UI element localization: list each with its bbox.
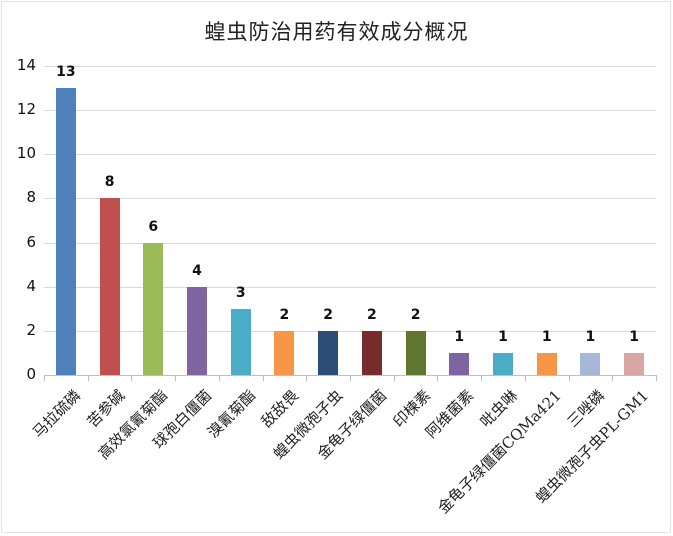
bar	[449, 352, 470, 375]
bar-value-label: 2	[279, 306, 290, 323]
bar	[493, 352, 513, 375]
bar-value-label: 1	[585, 328, 596, 345]
bar	[580, 352, 601, 375]
y-tick-label: 12	[16, 100, 36, 119]
x-tick-mark	[568, 375, 570, 381]
gridline	[44, 110, 656, 112]
x-tick-mark	[218, 375, 220, 381]
bar	[361, 330, 382, 375]
x-tick-mark	[350, 375, 351, 381]
plot-area: 13 8 6 4 3 2 2 2 2 1 1 1 1 1	[44, 64, 657, 381]
bar	[274, 330, 295, 375]
bar	[55, 88, 76, 375]
bar-value-label: 1	[498, 328, 508, 345]
x-tick-mark	[87, 375, 89, 381]
x-tick-mark	[437, 375, 439, 381]
gridline	[44, 66, 656, 67]
bar-value-label: 1	[454, 328, 465, 345]
y-tick-label: 8	[26, 188, 36, 207]
bar	[405, 330, 426, 375]
y-tick-label: 6	[26, 232, 36, 251]
y-tick-label: 4	[26, 276, 36, 295]
x-tick-mark	[262, 375, 264, 381]
bar	[143, 242, 164, 375]
x-tick-mark	[44, 375, 45, 381]
y-tick-label: 14	[16, 56, 36, 74]
x-tick-mark	[175, 375, 177, 381]
bar-value-label: 8	[104, 174, 115, 191]
x-tick-mark	[306, 375, 308, 381]
x-tick-mark	[393, 375, 395, 381]
bar	[536, 352, 557, 375]
bar	[624, 352, 645, 375]
y-tick-label: 10	[16, 144, 36, 163]
bar-value-label: 3	[235, 284, 246, 301]
gridline	[44, 286, 656, 288]
x-tick-mark	[131, 375, 133, 381]
bar-value-label: 13	[56, 64, 76, 81]
gridline	[44, 242, 656, 244]
bar	[99, 198, 120, 375]
bar-value-label: 6	[148, 218, 159, 235]
x-tick-mark	[524, 375, 526, 381]
bar-value-label: 1	[541, 328, 552, 345]
y-tick-label: 2	[26, 320, 36, 339]
bar	[230, 308, 251, 375]
x-tick-mark	[481, 375, 483, 381]
bar	[318, 330, 339, 375]
x-tick-mark	[656, 375, 657, 381]
y-tick-label: 0	[26, 365, 36, 383]
gridline	[44, 198, 656, 200]
x-tick-mark	[612, 375, 614, 381]
chart-title: 蝗虫防治用药有效成分概况	[204, 20, 469, 44]
bar-value-label: 1	[629, 328, 640, 345]
bar	[187, 286, 207, 375]
gridline	[44, 330, 656, 332]
bar-value-label: 2	[410, 306, 421, 323]
bar-value-label: 2	[323, 306, 334, 323]
gridline	[44, 154, 656, 156]
bar-value-label: 4	[192, 262, 202, 279]
bar-value-label: 2	[366, 306, 377, 323]
